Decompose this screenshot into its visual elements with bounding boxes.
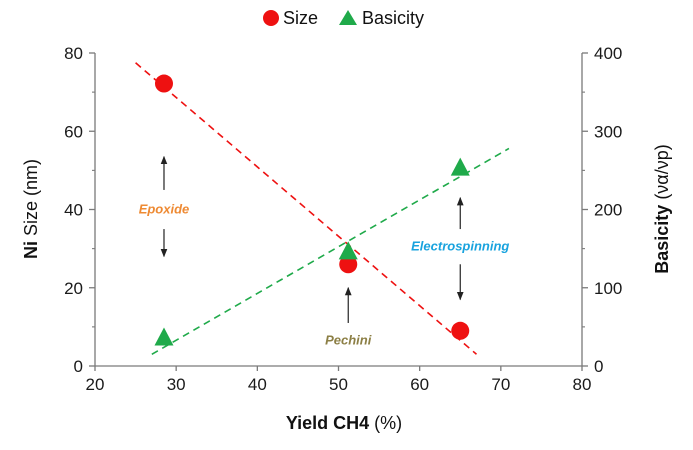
x-tick-label: 80 <box>573 375 592 394</box>
y-right-tick-label: 300 <box>594 122 622 141</box>
y-left-tick-label: 0 <box>74 357 83 376</box>
basicity-data-point <box>154 327 174 346</box>
annotations: Epoxide Pechini Electrospinning <box>139 202 510 348</box>
y-right-axis-title-rest: (να/νp) <box>652 144 672 204</box>
x-tick-label: 40 <box>248 375 267 394</box>
x-tick-label: 20 <box>86 375 105 394</box>
y-right-tick-label: 200 <box>594 201 622 220</box>
size-data-point <box>451 321 470 340</box>
x-tick-label: 70 <box>491 375 510 394</box>
y-right-tick-label: 400 <box>594 44 622 63</box>
data-points <box>154 74 470 346</box>
y-left-axis-title: Ni Size (nm) <box>21 159 41 259</box>
y-left-axis-title-bold: Ni <box>21 241 41 259</box>
legend-size-marker <box>263 10 279 26</box>
y-left-tick-label: 20 <box>64 279 83 298</box>
annotation-label-epoxide: Epoxide <box>139 202 190 217</box>
y-right-tick-label: 0 <box>594 357 603 376</box>
annotation-label-electrospinning: Electrospinning <box>411 239 509 254</box>
basicity-data-point <box>450 157 470 176</box>
x-tick-label: 60 <box>410 375 429 394</box>
trend-lines <box>135 62 510 355</box>
size-trend-line <box>135 62 478 355</box>
legend-size-label: Size <box>283 8 318 28</box>
y-left-tick-label: 80 <box>64 44 83 63</box>
legend: Size Basicity <box>263 8 424 28</box>
y-right-axis-title-bold: Basicity <box>652 205 672 274</box>
size-data-point <box>339 255 358 274</box>
x-tick-label: 30 <box>167 375 186 394</box>
basicity-trend-line <box>151 147 510 355</box>
y-left-tick-label: 60 <box>64 122 83 141</box>
x-axis-title: Yield CH4 (%) <box>286 413 402 433</box>
y-left-axis-title-rest: Size (nm) <box>21 159 41 241</box>
annotation-label-pechini: Pechini <box>325 333 372 348</box>
x-axis-title-rest: (%) <box>369 413 402 433</box>
y-right-tick-label: 100 <box>594 279 622 298</box>
basicity-data-point <box>338 241 358 260</box>
legend-basicity-marker <box>339 10 357 25</box>
legend-basicity-label: Basicity <box>362 8 424 28</box>
x-tick-label: 50 <box>329 375 348 394</box>
x-axis-title-bold: Yield CH4 <box>286 413 369 433</box>
annotation-arrows <box>160 155 464 323</box>
y-right-axis-title: Basicity (να/νp) <box>652 144 672 273</box>
y-left-tick-label: 40 <box>64 201 83 220</box>
size-data-point <box>154 74 173 93</box>
